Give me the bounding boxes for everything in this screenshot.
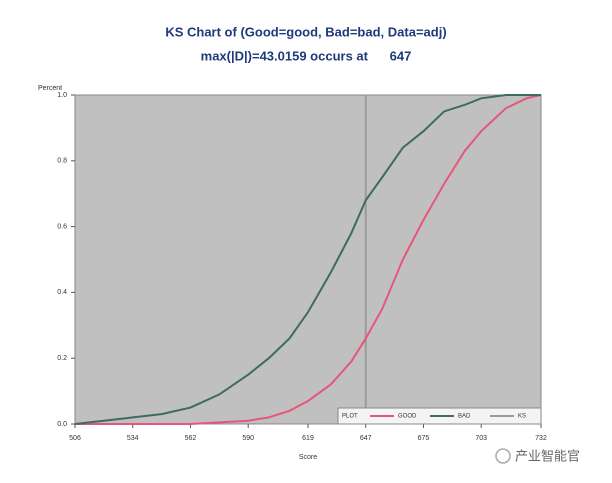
x-tick-label: 732 — [535, 435, 547, 442]
y-tick-label: 0.2 — [57, 355, 67, 362]
y-tick-label: 0.0 — [57, 421, 67, 428]
x-tick-label: 534 — [127, 435, 139, 442]
x-tick-label: 703 — [475, 435, 487, 442]
plot-area — [74, 94, 542, 425]
x-tick-label: 506 — [69, 435, 81, 442]
legend-label: KS — [518, 414, 526, 420]
series-line — [75, 94, 542, 425]
y-tick-label: 0.8 — [57, 158, 67, 165]
chart-subtitle: max(|D|)=43.0159 occurs at 647 — [201, 48, 412, 63]
y-axis-label: Percent — [38, 85, 62, 92]
x-tick-label: 619 — [302, 435, 314, 442]
legend-label: GOOD — [398, 414, 417, 420]
x-tick-label: 590 — [242, 435, 254, 442]
watermark: 产业智能官 — [515, 448, 580, 463]
x-tick-label: 675 — [418, 435, 430, 442]
y-tick-label: 0.6 — [57, 223, 67, 230]
x-tick-label: 647 — [360, 435, 372, 442]
y-tick-label: 0.4 — [57, 289, 67, 296]
series-line — [74, 94, 541, 425]
y-tick-label: 1.0 — [57, 92, 67, 99]
chart-title: KS Chart of (Good=good, Bad=bad, Data=ad… — [165, 24, 446, 39]
legend-label: BAD — [458, 414, 471, 420]
watermark-icon — [495, 448, 511, 464]
x-tick-label: 562 — [185, 435, 197, 442]
legend-title: PLOT — [342, 414, 358, 420]
x-axis-label: Score — [299, 454, 317, 461]
